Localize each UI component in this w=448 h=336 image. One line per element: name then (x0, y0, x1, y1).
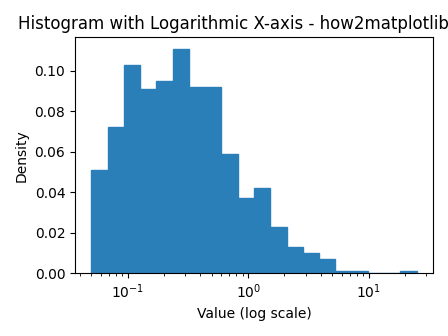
Title: Histogram with Logarithmic X-axis - how2matplotlib.com: Histogram with Logarithmic X-axis - how2… (18, 15, 448, 33)
Bar (124, 65, 140, 273)
Bar (189, 87, 205, 273)
Bar (108, 127, 124, 273)
Bar (140, 89, 156, 273)
Bar (401, 271, 417, 273)
Bar (221, 154, 238, 273)
Bar (254, 188, 270, 273)
Bar (172, 49, 189, 273)
Bar (205, 87, 221, 273)
Bar (238, 198, 254, 273)
Bar (352, 271, 368, 273)
Bar (303, 253, 319, 273)
Y-axis label: Density: Density (15, 129, 29, 181)
X-axis label: Value (log scale): Value (log scale) (197, 307, 311, 321)
Bar (270, 226, 287, 273)
Bar (319, 259, 336, 273)
Bar (336, 271, 352, 273)
Bar (287, 247, 303, 273)
Bar (156, 81, 172, 273)
Bar (91, 170, 108, 273)
